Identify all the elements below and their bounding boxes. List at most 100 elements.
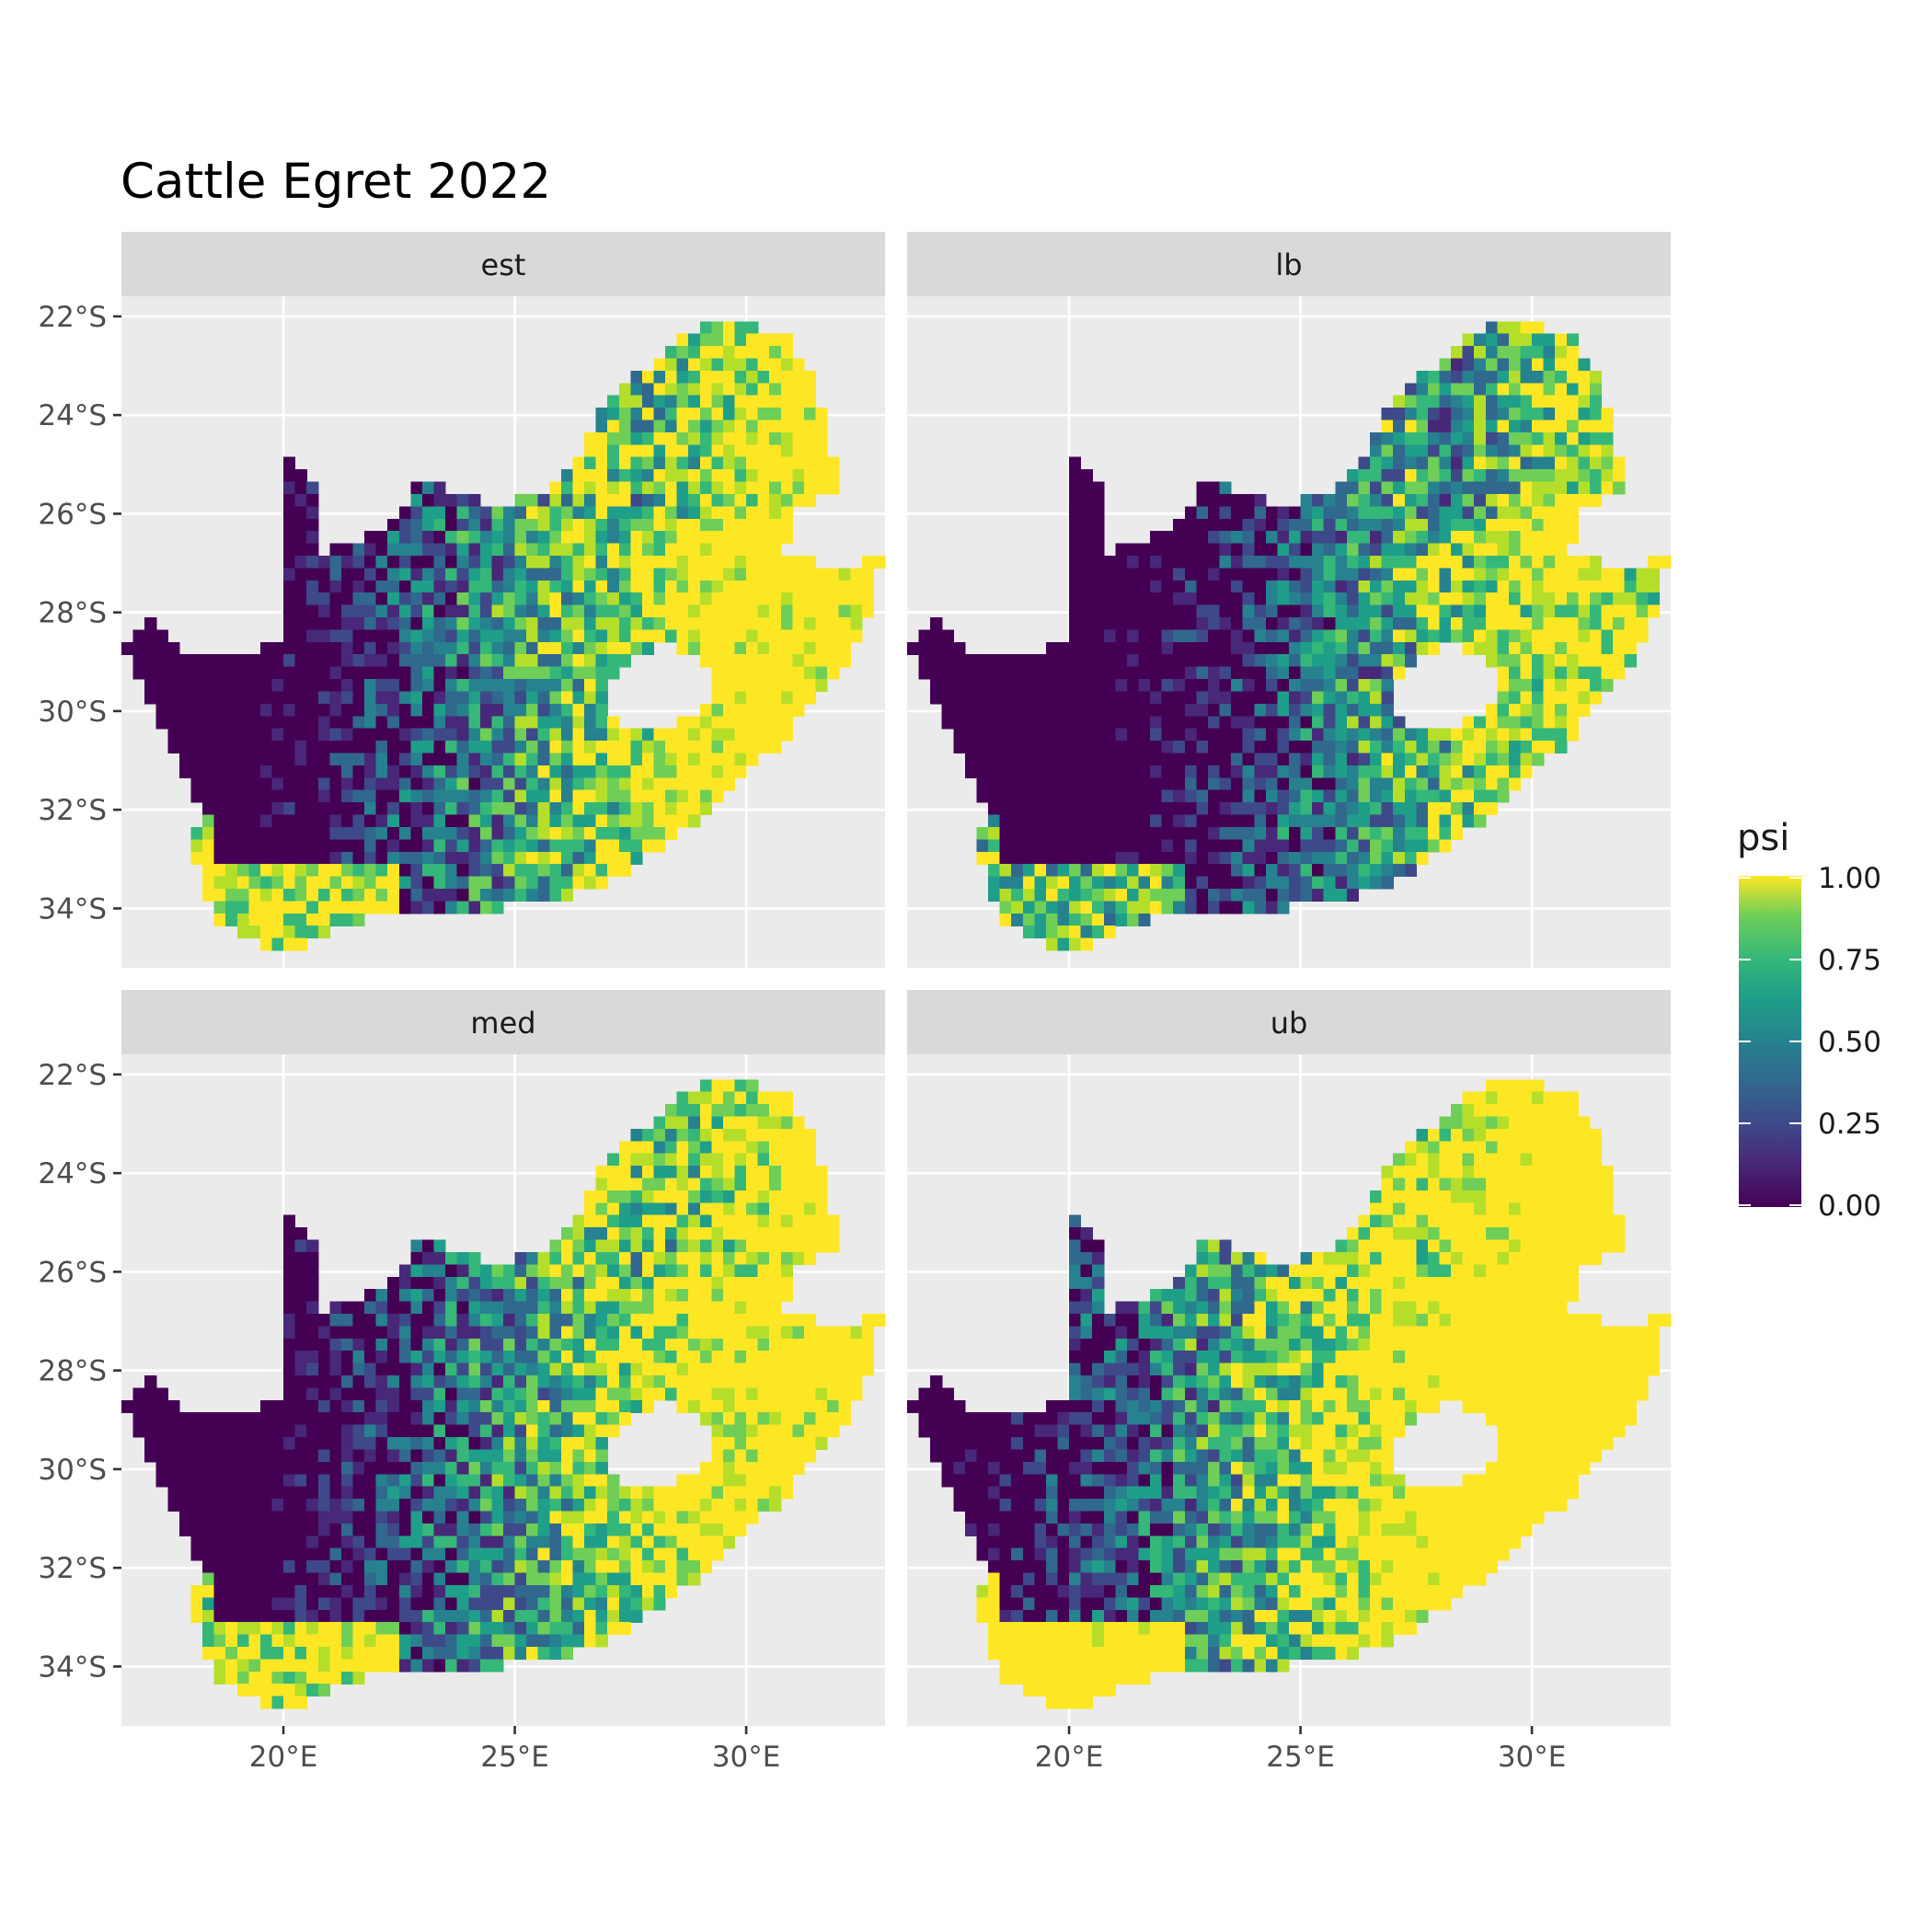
raster-cell — [1543, 383, 1556, 397]
raster-cell — [306, 802, 319, 816]
raster-cell — [988, 741, 1001, 754]
raster-cell — [190, 789, 203, 803]
raster-cell — [1011, 716, 1024, 730]
raster-cell — [757, 629, 770, 643]
raster-cell — [1312, 765, 1325, 778]
raster-cell — [757, 604, 770, 618]
raster-cell — [1231, 691, 1244, 705]
raster-cell — [584, 1326, 597, 1340]
raster-cell — [1034, 888, 1047, 902]
raster-cell — [410, 1634, 423, 1648]
raster-cell — [1219, 741, 1232, 754]
raster-cell — [1265, 888, 1279, 902]
raster-cell — [722, 617, 736, 631]
raster-cell — [468, 876, 481, 890]
raster-cell — [1543, 518, 1556, 532]
raster-cell — [340, 1511, 354, 1524]
raster-cell — [607, 814, 620, 828]
raster-cell — [352, 555, 365, 569]
raster-cell — [964, 691, 978, 705]
raster-cell — [306, 1547, 319, 1561]
raster-cell — [560, 851, 574, 865]
raster-cell — [1393, 531, 1406, 545]
raster-cell — [1381, 864, 1394, 878]
raster-cell — [572, 1387, 585, 1401]
raster-cell — [526, 531, 539, 545]
raster-cell — [526, 876, 539, 890]
raster-cell — [236, 777, 249, 791]
raster-cell — [514, 814, 527, 828]
raster-cell — [294, 1671, 307, 1685]
raster-cell — [1254, 568, 1267, 581]
raster-cell — [572, 518, 585, 532]
raster-cell — [999, 839, 1012, 853]
raster-cell — [1265, 654, 1279, 668]
raster-cell — [1103, 814, 1116, 828]
raster-cell — [340, 666, 354, 680]
raster-cell — [1358, 789, 1371, 803]
raster-cell — [988, 851, 1001, 865]
raster-cell — [503, 518, 516, 532]
raster-cell — [271, 1560, 284, 1574]
raster-cell — [1161, 851, 1174, 865]
raster-cell — [1323, 555, 1336, 569]
raster-cell — [1323, 839, 1336, 853]
raster-cell — [1578, 469, 1591, 483]
raster-cell — [352, 1301, 365, 1315]
raster-cell — [491, 641, 504, 655]
raster-cell — [375, 1622, 388, 1636]
raster-cell — [410, 728, 423, 742]
raster-cell — [375, 604, 388, 618]
raster-cell — [560, 1646, 574, 1660]
raster-cell — [1150, 839, 1163, 853]
raster-cell — [815, 617, 828, 631]
raster-cell — [665, 420, 678, 433]
raster-cell — [329, 1511, 342, 1524]
y-tick-label: 34°S — [38, 892, 107, 926]
raster-cell — [549, 641, 562, 655]
raster-cell — [364, 1375, 377, 1389]
raster-cell — [1150, 654, 1163, 668]
raster-cell — [1138, 629, 1151, 643]
raster-cell — [595, 1326, 608, 1340]
raster-cell — [1057, 777, 1070, 791]
raster-cell — [1346, 802, 1360, 816]
raster-cell — [317, 617, 330, 631]
raster-cell — [549, 1609, 562, 1623]
raster-cell — [155, 703, 168, 717]
raster-cell — [746, 568, 759, 581]
raster-cell — [595, 1251, 608, 1265]
raster-cell — [456, 876, 469, 890]
raster-cell — [1289, 568, 1302, 581]
raster-cell — [676, 333, 689, 347]
raster-cell — [560, 654, 574, 668]
raster-cell — [410, 654, 423, 668]
raster-cell — [734, 370, 747, 384]
raster-cell — [155, 1461, 168, 1475]
raster-cell — [398, 604, 411, 618]
raster-cell — [1566, 395, 1579, 408]
raster-cell — [1439, 741, 1452, 754]
raster-cell — [769, 654, 782, 668]
raster-cell — [1057, 679, 1070, 693]
raster-cell — [549, 531, 562, 545]
raster-cell — [1161, 753, 1174, 766]
raster-cell — [375, 741, 388, 754]
raster-cell — [1370, 580, 1383, 593]
raster-cell — [236, 1597, 249, 1611]
raster-cell — [387, 1313, 400, 1327]
raster-cell — [236, 1437, 249, 1451]
raster-cell — [1300, 765, 1313, 778]
raster-cell — [595, 1461, 608, 1475]
raster-cell — [375, 1572, 388, 1586]
raster-cell — [306, 1584, 319, 1598]
raster-cell — [1520, 456, 1533, 470]
raster-cell — [1485, 765, 1498, 778]
raster-cell — [1034, 691, 1047, 705]
raster-cell — [491, 1313, 504, 1327]
raster-cell — [178, 765, 192, 778]
raster-cell — [271, 1523, 284, 1536]
raster-cell — [271, 1609, 284, 1623]
raster-cell — [1150, 876, 1163, 890]
raster-cell — [514, 789, 527, 803]
